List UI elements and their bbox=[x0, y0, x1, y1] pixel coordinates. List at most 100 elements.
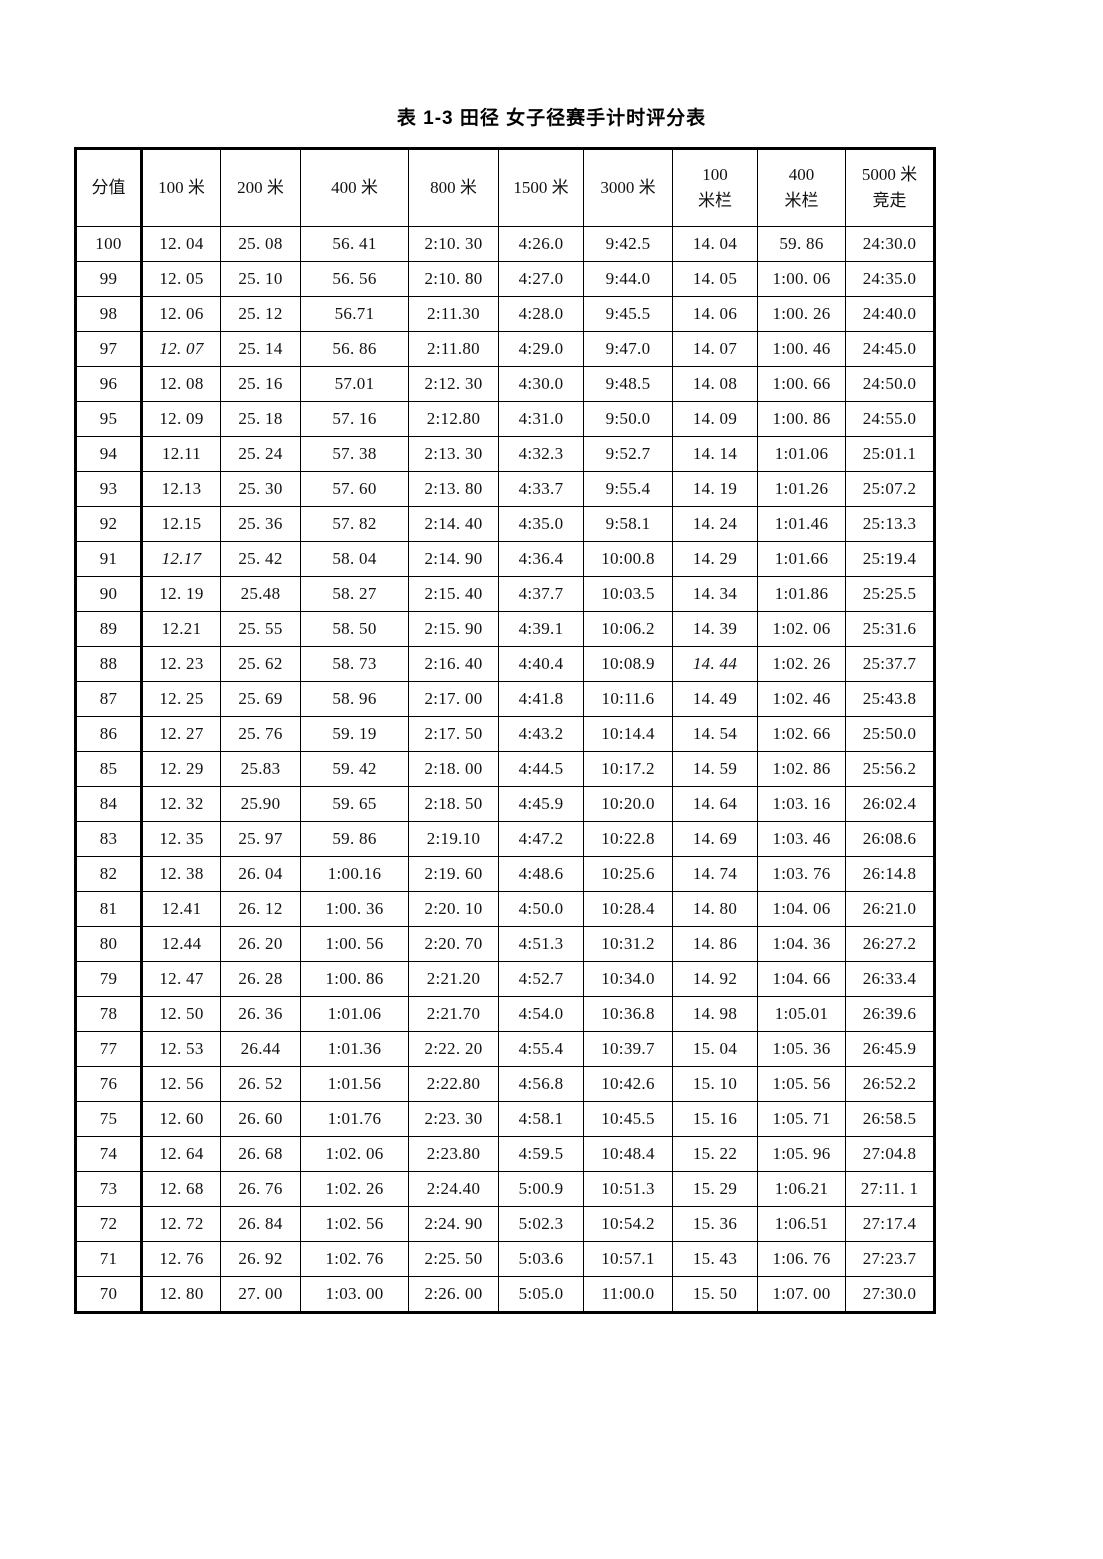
time-cell: 1:05. 96 bbox=[757, 1136, 846, 1172]
score-cell: 93 bbox=[75, 471, 143, 507]
time-cell: 2:15. 90 bbox=[408, 611, 499, 647]
time-cell: 12. 76 bbox=[141, 1241, 221, 1277]
time-cell: 14. 09 bbox=[672, 401, 758, 437]
time-cell: 59. 42 bbox=[300, 751, 409, 787]
column-header: 1500 米 bbox=[498, 148, 584, 227]
time-cell: 1:02. 26 bbox=[757, 646, 846, 682]
time-cell: 1:00. 86 bbox=[757, 401, 846, 437]
table-row: 94 12.11 25. 24 57. 38 2:13. 30 4:32.3 9:52.7 1… bbox=[75, 436, 935, 472]
time-cell: 26. 28 bbox=[220, 961, 301, 997]
table-row: 83 12. 35 25. 97 59. 86 2:19.10 4:47.2 10:22.8… bbox=[75, 821, 935, 857]
time-cell: 26. 12 bbox=[220, 891, 301, 927]
time-cell: 9:44.0 bbox=[583, 261, 673, 297]
time-cell: 25:19.4 bbox=[845, 541, 935, 577]
time-cell: 2:12. 30 bbox=[408, 366, 499, 402]
score-cell: 81 bbox=[75, 891, 143, 927]
time-cell: 24:30.0 bbox=[845, 226, 935, 262]
time-cell: 14. 19 bbox=[672, 471, 758, 507]
table-row: 75 12. 60 26. 60 1:01.76 2:23. 30 4:58.1 10:45… bbox=[75, 1101, 935, 1137]
table-row: 74 12. 64 26. 68 1:02. 06 2:23.80 4:59.5 10:48… bbox=[75, 1136, 935, 1172]
time-cell: 2:17. 50 bbox=[408, 716, 499, 752]
score-cell: 75 bbox=[75, 1101, 143, 1137]
time-cell: 25.83 bbox=[220, 751, 301, 787]
time-cell: 10:31.2 bbox=[583, 926, 673, 962]
score-cell: 90 bbox=[75, 576, 143, 612]
column-header: 3000 米 bbox=[583, 148, 673, 227]
time-cell: 1:01.56 bbox=[300, 1066, 409, 1102]
time-cell: 1:00. 36 bbox=[300, 891, 409, 927]
time-cell: 1:01.26 bbox=[757, 471, 846, 507]
time-cell: 57. 38 bbox=[300, 436, 409, 472]
column-header: 5000 米 竞走 bbox=[845, 148, 935, 227]
time-cell: 27:30.0 bbox=[845, 1276, 935, 1313]
time-cell: 9:52.7 bbox=[583, 436, 673, 472]
time-cell: 12. 07 bbox=[141, 331, 221, 367]
time-cell: 2:21.20 bbox=[408, 961, 499, 997]
time-cell: 24:35.0 bbox=[845, 261, 935, 297]
time-cell: 12. 19 bbox=[141, 576, 221, 612]
time-cell: 25. 42 bbox=[220, 541, 301, 577]
column-header: 100 米 bbox=[141, 148, 221, 227]
time-cell: 15. 10 bbox=[672, 1066, 758, 1102]
time-cell: 12.44 bbox=[141, 926, 221, 962]
time-cell: 10:03.5 bbox=[583, 576, 673, 612]
time-cell: 24:50.0 bbox=[845, 366, 935, 402]
table-body: 100 12. 04 25. 08 56. 41 2:10. 30 4:26.0 9:42.… bbox=[75, 226, 935, 1313]
time-cell: 58. 04 bbox=[300, 541, 409, 577]
time-cell: 25. 14 bbox=[220, 331, 301, 367]
time-cell: 25:56.2 bbox=[845, 751, 935, 787]
time-cell: 24:55.0 bbox=[845, 401, 935, 437]
score-cell: 82 bbox=[75, 856, 143, 892]
time-cell: 1:02. 26 bbox=[300, 1171, 409, 1207]
time-cell: 9:55.4 bbox=[583, 471, 673, 507]
time-cell: 1:06.21 bbox=[757, 1171, 846, 1207]
time-cell: 26. 92 bbox=[220, 1241, 301, 1277]
column-header: 分值 bbox=[75, 148, 143, 227]
time-cell: 59. 65 bbox=[300, 786, 409, 822]
time-cell: 25. 36 bbox=[220, 506, 301, 542]
time-cell: 5:03.6 bbox=[498, 1241, 584, 1277]
page-title: 表 1-3 田径 女子径赛手计时评分表 bbox=[396, 108, 707, 129]
score-cell: 80 bbox=[75, 926, 143, 962]
table-row: 79 12. 47 26. 28 1:00. 86 2:21.20 4:52.7 10:34… bbox=[75, 961, 935, 997]
time-cell: 2:25. 50 bbox=[408, 1241, 499, 1277]
score-cell: 92 bbox=[75, 506, 143, 542]
time-cell: 26:27.2 bbox=[845, 926, 935, 962]
time-cell: 10:42.6 bbox=[583, 1066, 673, 1102]
time-cell: 12. 38 bbox=[141, 856, 221, 892]
time-cell: 14. 59 bbox=[672, 751, 758, 787]
time-cell: 2:19.10 bbox=[408, 821, 499, 857]
time-cell: 1:04. 36 bbox=[757, 926, 846, 962]
time-cell: 26:14.8 bbox=[845, 856, 935, 892]
column-header: 800 米 bbox=[408, 148, 499, 227]
time-cell: 1:00. 66 bbox=[757, 366, 846, 402]
time-cell: 59. 19 bbox=[300, 716, 409, 752]
time-cell: 4:36.4 bbox=[498, 541, 584, 577]
time-cell: 25. 24 bbox=[220, 436, 301, 472]
score-cell: 100 bbox=[75, 226, 143, 262]
time-cell: 2:11.80 bbox=[408, 331, 499, 367]
time-cell: 1:01.36 bbox=[300, 1031, 409, 1067]
column-header: 200 米 bbox=[220, 148, 301, 227]
table-row: 90 12. 19 25.48 58. 27 2:15. 40 4:37.7 10:03.5… bbox=[75, 576, 935, 612]
time-cell: 1:02. 46 bbox=[757, 681, 846, 717]
time-cell: 24:40.0 bbox=[845, 296, 935, 332]
time-cell: 2:13. 30 bbox=[408, 436, 499, 472]
time-cell: 10:45.5 bbox=[583, 1101, 673, 1137]
time-cell: 2:23.80 bbox=[408, 1136, 499, 1172]
time-cell: 10:48.4 bbox=[583, 1136, 673, 1172]
table-row: 88 12. 23 25. 62 58. 73 2:16. 40 4:40.4 10:08.… bbox=[75, 646, 935, 682]
time-cell: 15. 29 bbox=[672, 1171, 758, 1207]
time-cell: 25. 10 bbox=[220, 261, 301, 297]
time-cell: 25. 30 bbox=[220, 471, 301, 507]
table-row: 80 12.44 26. 20 1:00. 56 2:20. 70 4:51.3 10:31… bbox=[75, 926, 935, 962]
time-cell: 2:11.30 bbox=[408, 296, 499, 332]
time-cell: 26. 84 bbox=[220, 1206, 301, 1242]
time-cell: 12.13 bbox=[141, 471, 221, 507]
time-cell: 1:01.06 bbox=[300, 996, 409, 1032]
time-cell: 12. 32 bbox=[141, 786, 221, 822]
time-cell: 56. 56 bbox=[300, 261, 409, 297]
time-cell: 4:29.0 bbox=[498, 331, 584, 367]
time-cell: 4:45.9 bbox=[498, 786, 584, 822]
time-cell: 4:44.5 bbox=[498, 751, 584, 787]
